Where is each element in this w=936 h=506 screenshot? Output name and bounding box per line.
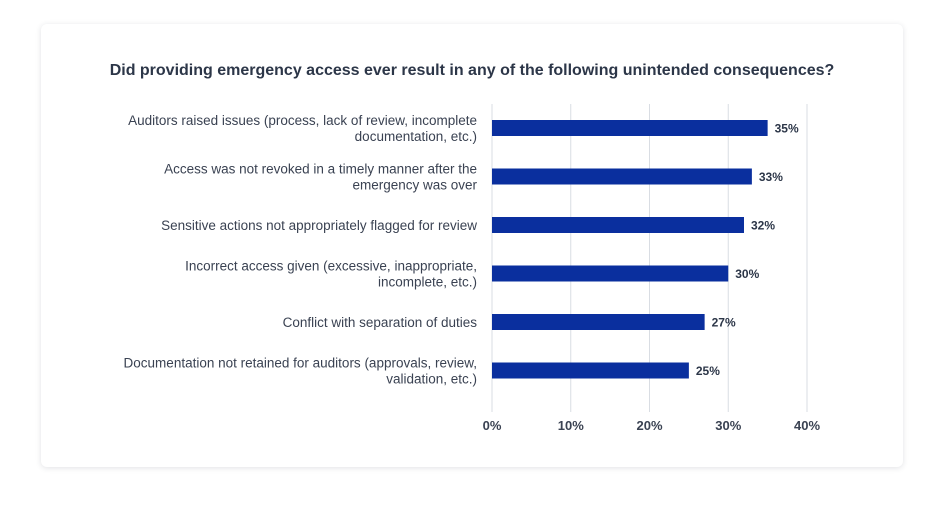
x-tick-label: 0% <box>483 418 502 433</box>
chart-title: Did providing emergency access ever resu… <box>109 62 835 79</box>
category-label: Documentation not retained for auditors … <box>124 356 477 371</box>
category-label: Sensitive actions not appropriately flag… <box>161 218 477 233</box>
x-tick-label: 40% <box>794 418 820 433</box>
bar <box>492 217 744 233</box>
bar-chart: 0% 10% 20% 30% 40% 35% Auditors raised issues … <box>124 104 820 433</box>
x-tick-label: 10% <box>558 418 584 433</box>
bar <box>492 265 729 282</box>
chart-card: Did providing emergency access ever resu… <box>41 24 903 467</box>
bar <box>492 120 768 136</box>
value-label: 25% <box>696 364 720 378</box>
x-tick-label: 30% <box>715 418 741 433</box>
value-label: 33% <box>759 170 783 184</box>
category-label: emergency was over <box>352 178 477 193</box>
category-label: Access was not revoked in a timely manne… <box>164 162 477 177</box>
value-label: 27% <box>712 316 736 330</box>
category-label: Auditors raised issues (process, lack of… <box>128 113 477 128</box>
category-label: incomplete, etc.) <box>378 275 477 290</box>
value-label: 35% <box>775 122 799 136</box>
bar <box>492 362 689 379</box>
category-label: Conflict with separation of duties <box>283 315 478 330</box>
category-label: Incorrect access given (excessive, inapp… <box>185 259 477 274</box>
bar <box>492 314 705 330</box>
value-label: 32% <box>751 219 775 233</box>
category-label: validation, etc.) <box>386 372 477 387</box>
bar <box>492 168 752 185</box>
value-label: 30% <box>735 267 759 281</box>
x-tick-label: 20% <box>636 418 662 433</box>
category-label: documentation, etc.) <box>355 129 477 144</box>
